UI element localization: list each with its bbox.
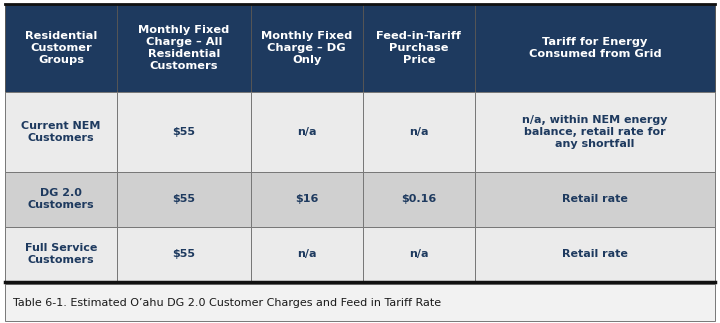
Text: n/a: n/a <box>409 249 428 259</box>
Text: Tariff for Energy
Consumed from Grid: Tariff for Energy Consumed from Grid <box>528 37 662 59</box>
Text: Residential
Customer
Groups: Residential Customer Groups <box>25 31 97 65</box>
Bar <box>117 92 251 172</box>
Text: DG 2.0
Customers: DG 2.0 Customers <box>28 188 94 210</box>
Text: $55: $55 <box>172 194 195 204</box>
Bar <box>475 92 715 172</box>
Bar <box>5 284 715 321</box>
Text: Feed-in-Tariff
Purchase
Price: Feed-in-Tariff Purchase Price <box>377 31 462 65</box>
Bar <box>251 92 363 172</box>
Text: n/a: n/a <box>409 127 428 137</box>
Bar <box>475 4 715 92</box>
Bar <box>363 92 475 172</box>
Bar <box>251 4 363 92</box>
Text: $16: $16 <box>295 194 318 204</box>
Text: Current NEM
Customers: Current NEM Customers <box>22 121 101 143</box>
Text: Retail rate: Retail rate <box>562 249 628 259</box>
Bar <box>117 172 251 227</box>
Text: Monthly Fixed
Charge – DG
Only: Monthly Fixed Charge – DG Only <box>261 31 352 65</box>
Bar <box>363 172 475 227</box>
Text: Table 6-1. Estimated O’ahu DG 2.0 Customer Charges and Feed in Tariff Rate: Table 6-1. Estimated O’ahu DG 2.0 Custom… <box>13 297 441 307</box>
Bar <box>117 4 251 92</box>
Bar <box>363 4 475 92</box>
Text: Monthly Fixed
Charge – All
Residential
Customers: Monthly Fixed Charge – All Residential C… <box>138 25 230 71</box>
Bar <box>5 172 117 227</box>
Bar <box>363 227 475 282</box>
Bar <box>475 172 715 227</box>
Text: $0.16: $0.16 <box>401 194 436 204</box>
Text: n/a: n/a <box>297 127 317 137</box>
Bar <box>475 227 715 282</box>
Bar <box>117 227 251 282</box>
Bar <box>251 227 363 282</box>
Text: Retail rate: Retail rate <box>562 194 628 204</box>
Text: n/a: n/a <box>297 249 317 259</box>
Bar <box>5 227 117 282</box>
Text: $55: $55 <box>172 127 195 137</box>
Text: n/a, within NEM energy
balance, retail rate for
any shortfall: n/a, within NEM energy balance, retail r… <box>522 115 667 149</box>
Text: $55: $55 <box>172 249 195 259</box>
Bar <box>5 4 117 92</box>
Bar <box>5 92 117 172</box>
Text: Full Service
Customers: Full Service Customers <box>25 244 97 266</box>
Bar <box>251 172 363 227</box>
